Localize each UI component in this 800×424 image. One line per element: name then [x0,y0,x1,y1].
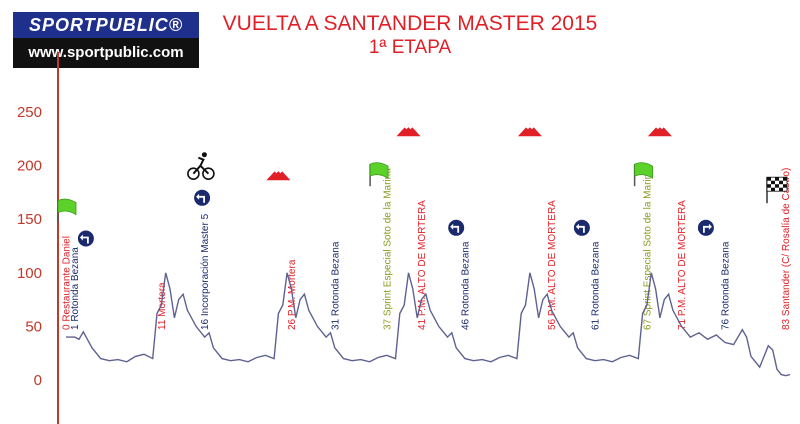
sportpublic-logo: SPORTPUBLIC® www.sportpublic.com [13,12,199,68]
turn-left-sign-icon [448,219,465,236]
cyclist-icon [187,152,215,180]
elevation-profile-line [66,272,791,377]
mountain-icon [396,123,421,137]
mountain-icon [266,167,291,181]
y-tick-label: 200 [17,158,42,175]
y-axis-ticks: 0 50 100 150 200 250 [17,104,42,389]
y-tick-label: 0 [34,372,42,389]
waypoint-label: 71 P.M. ALTO DE MORTERA [677,200,688,330]
waypoint-label: 37 Sprint Especial Soto de la Marina [382,168,393,330]
turn-left-sign-icon [77,230,94,247]
chart-subtitle: 1ª ETAPA [368,37,452,58]
waypoint-label: 1 Rotonda Bezana [70,247,81,330]
turn-left-sign-icon [573,219,590,236]
y-tick-label: 50 [25,318,42,335]
waypoint-label: 56 P.M. ALTO DE MORTERA [547,200,558,330]
y-tick-label: 150 [17,211,42,228]
waypoint-label: 16 Incorporación Master 5 [200,213,211,330]
logo-url: www.sportpublic.com [13,38,199,68]
waypoint-label: 0 Restaurante Daniel [62,236,73,330]
green-flag-icon [633,162,653,187]
waypoint-label: 41 P.M. ALTO DE MORTERA [417,200,428,330]
finish-flag-icon [766,176,788,204]
waypoint-label: 31 Rotonda Bezana [330,241,341,330]
turn-right-sign-icon [697,219,714,236]
waypoint-label: 76 Rotonda Bezana [720,241,731,330]
turn-left-sign-icon [194,189,211,206]
green-flag-icon [369,162,389,187]
waypoint-label: 83 Santander (C/ Rosalía de Castro) [781,168,792,330]
mountain-icon [517,123,542,137]
waypoint-label: 11 Mortera [157,282,168,330]
green-flag-icon [57,198,77,223]
chart-title: VUELTA A SANTANDER MASTER 2015 [222,12,598,35]
waypoint-label: 61 Rotonda Bezana [590,241,601,330]
mountain-icon [647,123,672,137]
waypoint-icons [57,123,788,247]
y-tick-label: 100 [17,265,42,282]
waypoint-label: 67 Sprint Especial Soto de la Marina [642,168,653,330]
waypoint-label: 46 Rotonda Bezana [460,241,471,330]
logo-brand: SPORTPUBLIC® [13,12,199,38]
y-tick-label: 250 [17,104,42,121]
